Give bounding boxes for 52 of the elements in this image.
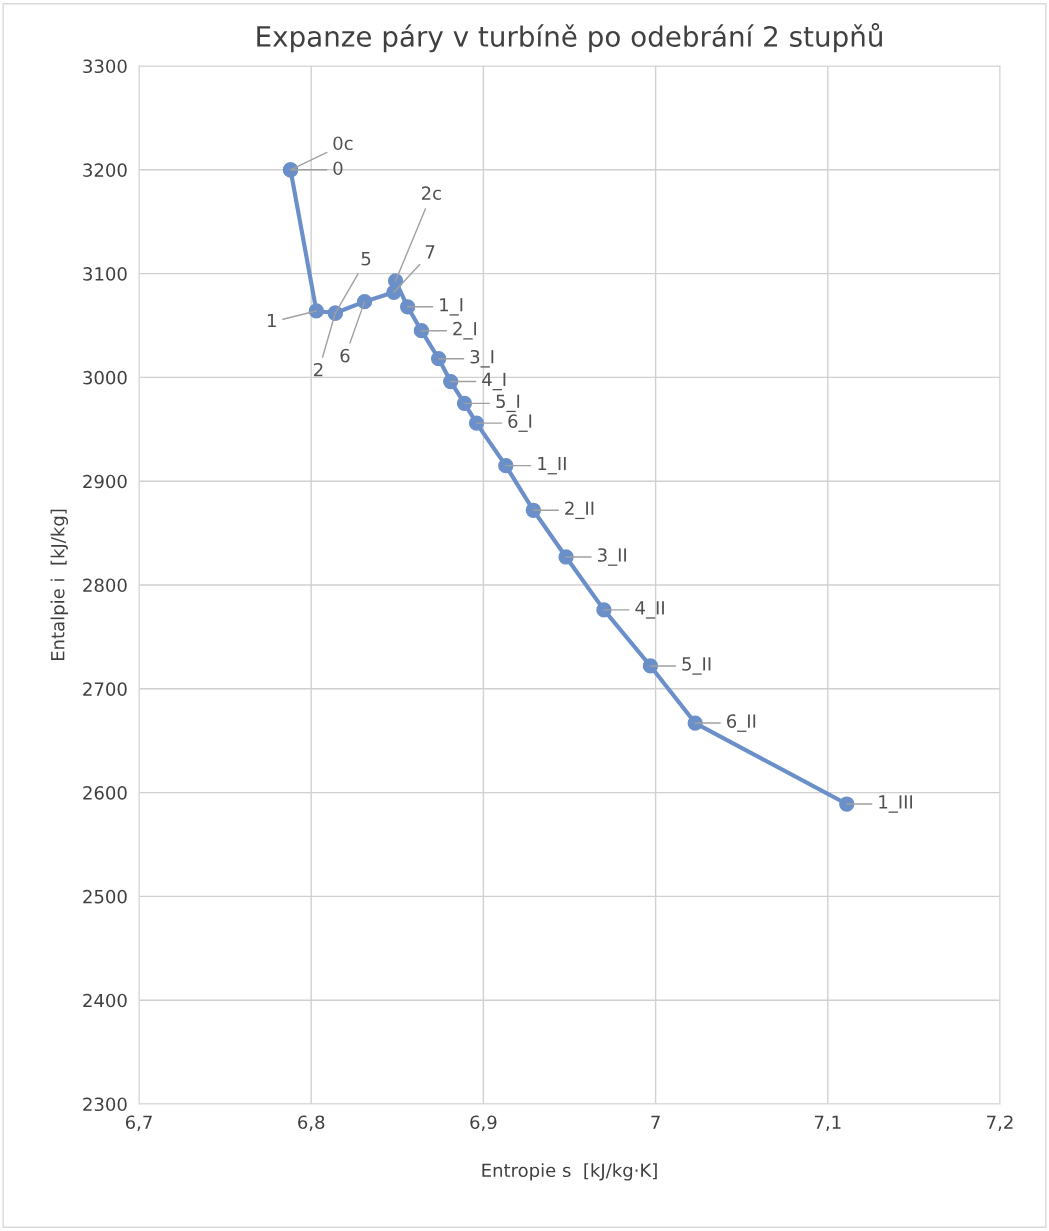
point xyxy=(456,395,473,411)
annotation: 1_II xyxy=(538,456,566,475)
point xyxy=(430,351,447,367)
y-tick-label: 2800 xyxy=(83,578,127,593)
annotation: 6 xyxy=(340,348,350,363)
annotation: 5 xyxy=(361,252,371,266)
annotation: 6_II xyxy=(727,714,756,732)
y-tick-label: 3300 xyxy=(83,59,127,74)
x-tick-label: 6,7 xyxy=(125,1115,152,1131)
annotation: 7 xyxy=(425,245,435,259)
x-tick-label: 7,2 xyxy=(987,1115,1013,1131)
annotation: 4_I xyxy=(482,372,506,391)
y-tick-label: 3100 xyxy=(83,267,127,281)
annotation: 6_I xyxy=(508,414,532,432)
annotation: 5_II xyxy=(682,657,711,675)
point xyxy=(356,293,373,310)
y-tick-label: 2500 xyxy=(83,889,127,904)
point xyxy=(308,303,325,319)
point xyxy=(498,457,514,474)
annotation: 1_III xyxy=(879,795,913,813)
point xyxy=(558,549,574,565)
annotation: 1 xyxy=(267,313,276,328)
annotation: 0 xyxy=(333,161,343,176)
annotation: 1_I xyxy=(440,298,463,316)
annotation: 2c xyxy=(421,186,441,200)
annotation: 3_I xyxy=(470,349,494,368)
y-axis-title: Entalpie i [kJ/kg] xyxy=(50,509,69,661)
annotation: 2_II xyxy=(565,501,594,520)
y-tick-label: 2700 xyxy=(83,682,127,696)
x-tick-label: 6,9 xyxy=(470,1115,497,1131)
x-tick-label: 7 xyxy=(651,1115,660,1129)
y-tick-label: 3200 xyxy=(83,163,127,177)
y-tick-label: 2300 xyxy=(83,1097,127,1112)
y-tick-label: 2900 xyxy=(83,474,127,489)
annotation: 0c xyxy=(333,136,353,151)
annotation: 5_I xyxy=(496,394,520,413)
point xyxy=(443,373,459,390)
annotation: 2 xyxy=(314,362,323,377)
point xyxy=(687,715,703,731)
annotation: 4_II xyxy=(635,601,664,619)
point xyxy=(642,658,659,674)
x-tick-label: 6,8 xyxy=(298,1115,325,1131)
x-tick-label: 7,1 xyxy=(814,1115,841,1131)
annotation: 3_II xyxy=(597,548,626,566)
y-tick-label: 3000 xyxy=(83,370,127,385)
x-axis-title: Entropie s [kJ/kg·K] xyxy=(482,1163,657,1181)
y-tick-label: 2600 xyxy=(83,786,127,800)
annotation: 2_I xyxy=(453,321,477,340)
point xyxy=(413,323,430,339)
point xyxy=(525,502,541,518)
y-tick-label: 2400 xyxy=(83,993,127,1008)
chart-title: Expanze páry v turbíně po odebrání 2 stupňů xyxy=(257,23,882,53)
